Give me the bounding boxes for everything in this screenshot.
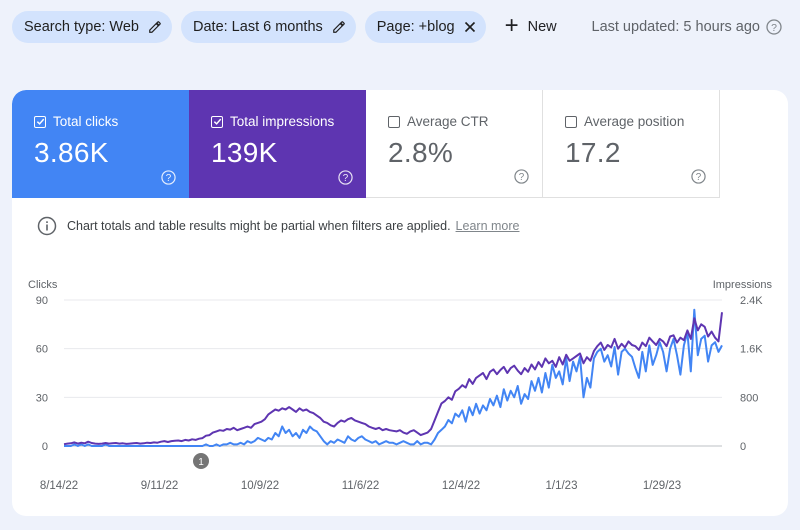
metric-label: Total impressions xyxy=(230,114,335,129)
pencil-icon[interactable] xyxy=(148,20,162,34)
chip-label: Search type: Web xyxy=(24,19,139,35)
metric-tabs: Total clicks 3.86K ? Total impressions 1… xyxy=(12,90,720,198)
checkbox-checked-icon[interactable] xyxy=(211,115,223,128)
notice-text: Chart totals and table results might be … xyxy=(67,219,451,233)
right-tick-label: 0 xyxy=(740,441,746,453)
last-updated: Last updated: 5 hours ago ? xyxy=(592,11,783,43)
left-tick-label: 30 xyxy=(36,392,48,404)
metric-label: Total clicks xyxy=(53,114,119,129)
help-icon[interactable]: ? xyxy=(691,169,706,184)
chip-label: Date: Last 6 months xyxy=(193,19,323,35)
right-tick-label: 800 xyxy=(740,392,758,404)
svg-text:?: ? xyxy=(696,172,702,183)
help-icon[interactable]: ? xyxy=(161,170,176,185)
svg-text:?: ? xyxy=(771,22,777,34)
close-icon[interactable] xyxy=(464,21,476,33)
left-tick-label: 60 xyxy=(36,344,48,356)
help-icon[interactable]: ? xyxy=(514,169,529,184)
pencil-icon[interactable] xyxy=(332,20,346,34)
clicks-series-line xyxy=(64,308,723,447)
new-filter-button[interactable]: + New xyxy=(504,12,557,39)
metric-average-position[interactable]: Average position 17.2 ? xyxy=(543,90,720,198)
right-tick-label: 1.6K xyxy=(740,344,763,356)
left-axis-title: Clicks xyxy=(28,279,58,291)
info-icon xyxy=(37,216,57,236)
filter-bar: Search type: Web Date: Last 6 months Pag… xyxy=(12,11,800,43)
x-tick-label: 1/1/23 xyxy=(546,480,578,492)
partial-data-notice: Chart totals and table results might be … xyxy=(37,216,519,236)
filter-chip-date[interactable]: Date: Last 6 months xyxy=(181,11,356,43)
metric-value: 139K xyxy=(211,137,278,168)
x-tick-label: 1/29/23 xyxy=(643,480,681,492)
left-tick-label: 90 xyxy=(36,295,48,307)
performance-chart: Clicks Impressions 0 0 30 800 60 1.6K 90 2.4K 8/14… xyxy=(28,279,773,492)
filter-chip-page[interactable]: Page: +blog xyxy=(364,11,486,43)
help-icon[interactable]: ? xyxy=(766,19,782,35)
annotation-marker xyxy=(193,453,209,469)
impressions-series-line xyxy=(63,312,723,446)
metric-value: 17.2 xyxy=(565,137,621,168)
metric-label: Average position xyxy=(584,114,685,129)
x-tick-label: 10/9/22 xyxy=(241,480,279,492)
chip-label: Page: +blog xyxy=(376,19,455,35)
new-filter-label: New xyxy=(527,19,557,35)
performance-card: Total clicks 3.86K ? Total impressions 1… xyxy=(12,90,788,516)
svg-text:?: ? xyxy=(343,173,349,184)
x-tick-label: 8/14/22 xyxy=(40,480,78,492)
learn-more-link[interactable]: Learn more xyxy=(455,219,520,233)
last-updated-text: Last updated: 5 hours ago xyxy=(591,19,761,35)
metric-label: Average CTR xyxy=(407,114,489,129)
right-axis-title: Impressions xyxy=(713,279,773,291)
checkbox-checked-icon[interactable] xyxy=(34,115,46,128)
metric-average-ctr[interactable]: Average CTR 2.8% ? xyxy=(366,90,543,198)
metric-total-impressions[interactable]: Total impressions 139K ? xyxy=(189,90,366,198)
metric-value: 2.8% xyxy=(388,137,454,168)
filter-chip-search-type[interactable]: Search type: Web xyxy=(12,11,172,43)
help-icon[interactable]: ? xyxy=(338,170,353,185)
x-tick-label: 12/4/22 xyxy=(442,480,480,492)
annotation-label: 1 xyxy=(198,457,204,468)
svg-text:?: ? xyxy=(519,172,525,183)
left-tick-label: 0 xyxy=(42,441,48,453)
x-tick-label: 11/6/22 xyxy=(342,480,380,492)
metric-value: 3.86K xyxy=(34,137,109,168)
checkbox-unchecked-icon[interactable] xyxy=(388,115,400,128)
plus-icon: + xyxy=(504,12,519,39)
checkbox-unchecked-icon[interactable] xyxy=(565,115,577,128)
svg-text:?: ? xyxy=(166,173,172,184)
metric-total-clicks[interactable]: Total clicks 3.86K ? xyxy=(12,90,189,198)
x-tick-label: 9/11/22 xyxy=(141,480,179,492)
right-tick-label: 2.4K xyxy=(740,295,763,307)
